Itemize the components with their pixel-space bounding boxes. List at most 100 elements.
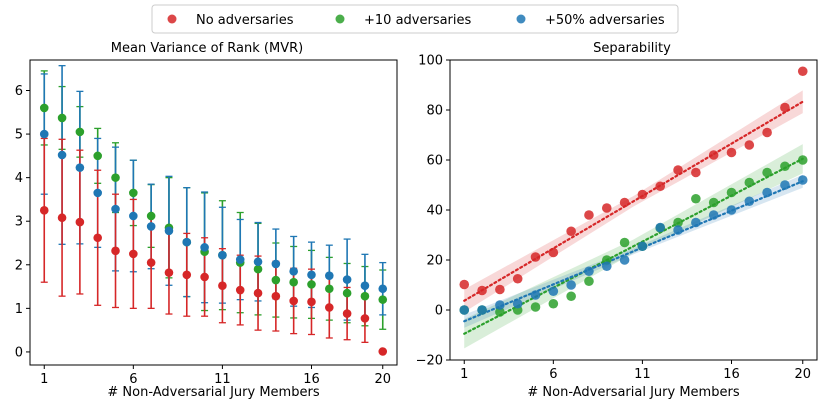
point-no-adversaries [530, 252, 541, 262]
point-plus10-adversaries [253, 264, 263, 274]
point-plus50pct-adversaries [378, 284, 388, 294]
mvr-ytick-label: 5 [15, 128, 23, 143]
point-plus50pct-adversaries [744, 196, 755, 207]
point-plus50pct-adversaries [691, 217, 701, 228]
point-plus10-adversaries [325, 284, 334, 294]
mvr-ytick-label: 2 [15, 258, 23, 273]
point-plus50pct-adversaries [129, 211, 138, 221]
point-plus10-adversaries [378, 295, 388, 304]
point-plus50pct-adversaries [495, 300, 505, 310]
point-no-adversaries [93, 233, 102, 243]
mvr-xtick-label: 20 [374, 372, 391, 387]
point-no-adversaries [360, 314, 370, 323]
point-plus10-adversaries [129, 188, 138, 198]
point-plus50pct-adversaries [57, 150, 67, 160]
point-no-adversaries [342, 309, 352, 318]
point-no-adversaries [637, 189, 648, 200]
point-no-adversaries [253, 288, 263, 298]
point-plus10-adversaries [726, 187, 737, 198]
point-plus10-adversaries [307, 280, 316, 289]
point-plus10-adversaries [744, 177, 755, 188]
separability-xlabel: # Non-Adversarial Jury Members [527, 385, 739, 400]
separability-ytick-label: 100 [418, 54, 443, 69]
point-no-adversaries [726, 147, 737, 158]
point-no-adversaries [477, 285, 487, 296]
separability-ytick-label: 20 [426, 254, 443, 269]
point-plus50pct-adversaries [637, 241, 648, 252]
point-plus50pct-adversaries [325, 271, 334, 280]
point-plus10-adversaries [673, 217, 683, 228]
point-no-adversaries [584, 210, 594, 220]
point-plus50pct-adversaries [289, 267, 298, 276]
mvr-xtick-label: 16 [303, 372, 320, 387]
point-plus50pct-adversaries [584, 266, 594, 277]
point-plus10-adversaries [39, 103, 49, 113]
legend-label-no-adversaries: No adversaries [196, 13, 294, 28]
point-no-adversaries [75, 217, 85, 227]
point-plus50pct-adversaries [726, 205, 737, 215]
legend: No adversaries +10 adversaries +50% adve… [151, 4, 679, 34]
point-plus10-adversaries [271, 275, 281, 285]
mvr-ytick-label: 1 [15, 302, 23, 317]
point-plus50pct-adversaries [619, 255, 630, 265]
point-plus50pct-adversaries [93, 188, 102, 198]
point-plus50pct-adversaries [218, 250, 227, 260]
separability-yticks: −20 0 20 40 60 80 100 [416, 54, 450, 369]
legend-marker-plus50pct [516, 14, 526, 24]
point-plus50pct-adversaries [512, 298, 523, 309]
point-plus10-adversaries [111, 173, 120, 182]
point-no-adversaries [111, 246, 120, 256]
point-plus10-adversaries [566, 291, 576, 302]
point-plus10-adversaries [584, 276, 594, 287]
separability-xtick-label: 11 [634, 367, 651, 382]
point-plus50pct-adversaries [146, 222, 156, 231]
mvr-ytick-label: 3 [15, 215, 23, 230]
point-no-adversaries [289, 296, 298, 306]
point-plus50pct-adversaries [601, 261, 612, 272]
point-plus50pct-adversaries [459, 305, 470, 315]
point-no-adversaries [146, 258, 156, 267]
mvr-ytick-label: 4 [15, 171, 23, 186]
point-plus50pct-adversaries [708, 210, 719, 220]
separability-ytick-label: 60 [426, 154, 443, 169]
point-plus10-adversaries [146, 211, 156, 221]
point-plus50pct-adversaries [182, 237, 192, 247]
point-no-adversaries [200, 272, 209, 282]
point-no-adversaries [780, 102, 790, 113]
separability-title: Separability [593, 41, 671, 56]
point-no-adversaries [325, 303, 334, 312]
separability-ytick-label: 40 [426, 204, 443, 219]
point-plus10-adversaries [548, 298, 559, 309]
point-plus50pct-adversaries [164, 226, 174, 236]
point-no-adversaries [512, 273, 523, 284]
point-no-adversaries [619, 197, 630, 208]
separability-xtick-label: 1 [460, 367, 468, 382]
point-no-adversaries [691, 167, 701, 178]
point-plus50pct-adversaries [797, 175, 808, 185]
point-plus50pct-adversaries [235, 255, 245, 264]
separability-xtick-label: 6 [549, 367, 557, 382]
mvr-points [39, 103, 388, 356]
mvr-xticks: 1 6 11 16 20 [40, 365, 391, 387]
mvr-xlabel: # Non-Adversarial Jury Members [107, 385, 319, 400]
point-plus50pct-adversaries [548, 286, 559, 297]
point-plus50pct-adversaries [111, 204, 120, 214]
point-plus10-adversaries [797, 155, 808, 165]
point-plus50pct-adversaries [271, 259, 281, 269]
point-plus10-adversaries [708, 197, 719, 208]
point-plus50pct-adversaries [75, 163, 85, 172]
separability-points [459, 66, 808, 317]
point-no-adversaries [307, 297, 316, 307]
mvr-title: Mean Variance of Rank (MVR) [111, 41, 303, 56]
point-no-adversaries [673, 165, 683, 175]
point-plus10-adversaries [619, 237, 630, 248]
point-no-adversaries [548, 247, 559, 258]
point-plus50pct-adversaries [780, 180, 790, 190]
mvr-yticks: 0 1 2 3 4 5 6 [15, 84, 30, 360]
point-plus10-adversaries [691, 193, 701, 204]
point-plus50pct-adversaries [39, 129, 49, 139]
mvr-chart: Mean Variance of Rank (MVR) 1 6 11 16 20 012… [15, 41, 398, 400]
legend-marker-plus10 [335, 14, 345, 24]
